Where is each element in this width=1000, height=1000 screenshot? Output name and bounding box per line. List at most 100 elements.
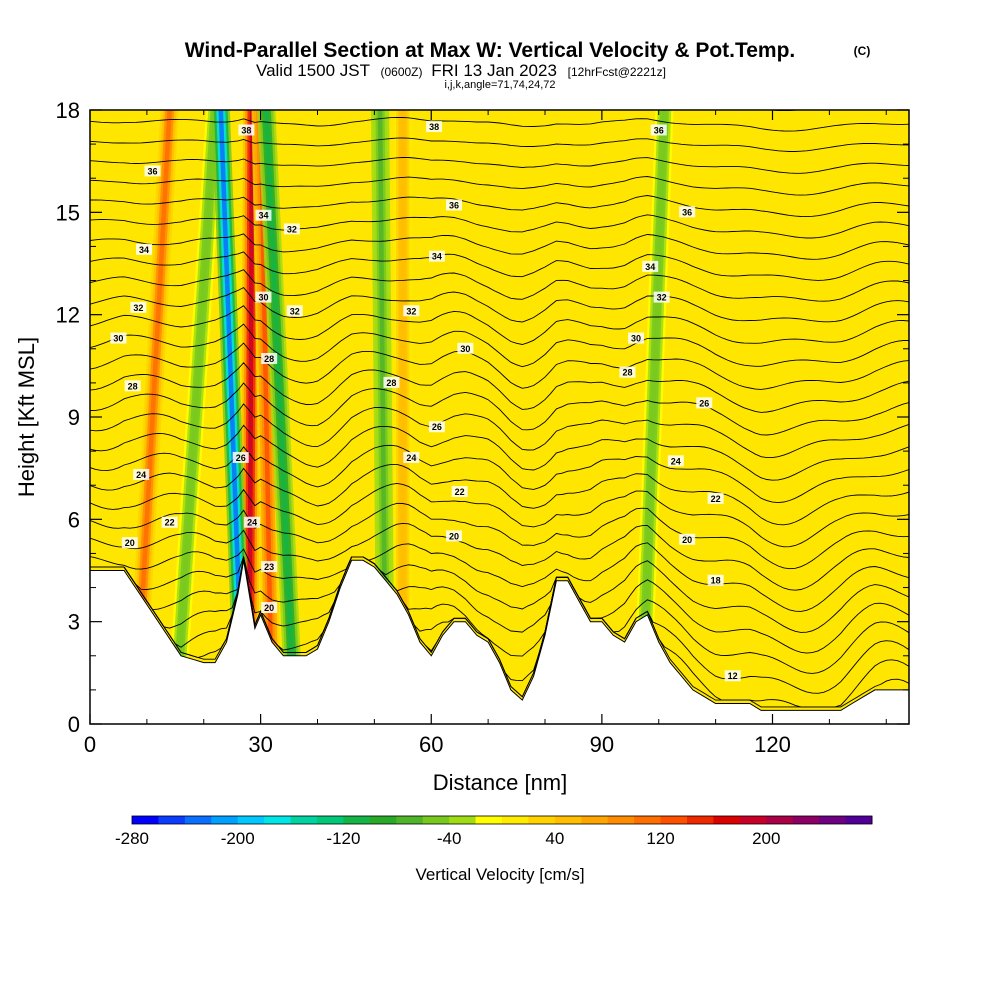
y-tick-label: 3 — [68, 610, 80, 635]
svg-text:32: 32 — [657, 293, 667, 303]
valid-utc: (0600Z) — [380, 65, 422, 79]
svg-text:24: 24 — [671, 456, 681, 466]
theta-contour-line — [90, 482, 909, 548]
theta-label: 38 — [238, 124, 255, 136]
colorbar-swatch — [317, 816, 344, 824]
colorbar-tick-label: 200 — [752, 829, 780, 848]
svg-text:20: 20 — [682, 535, 692, 545]
plot-area: 2024222830323436383432303228262423203836… — [56, 98, 910, 757]
velocity-band — [377, 110, 389, 724]
svg-text:18: 18 — [711, 576, 721, 586]
grid-indices: i,j,k,angle=71,74,24,72 — [444, 79, 555, 91]
svg-text:34: 34 — [258, 211, 268, 221]
valid-main: Valid 1500 JST — [256, 61, 370, 80]
svg-text:20: 20 — [449, 531, 459, 541]
svg-text:34: 34 — [645, 262, 655, 272]
svg-text:36: 36 — [148, 166, 158, 176]
theta-label: 22 — [707, 492, 724, 504]
y-tick-label: 15 — [56, 200, 80, 225]
theta-label: 36 — [679, 206, 696, 218]
colorbar-swatch — [264, 816, 292, 824]
svg-text:26: 26 — [236, 453, 246, 463]
theta-label: 12 — [724, 670, 741, 682]
y-tick-label: 0 — [68, 712, 80, 737]
colorbar-swatch — [211, 816, 239, 824]
contour-labels: 20 24 22 28 30 32 34 36 38 34 32 30 32 28 26 24 23 20 38 36… — [110, 121, 741, 682]
svg-text:26: 26 — [699, 398, 709, 408]
x-axis-label: Distance [nm] — [433, 770, 568, 795]
theta-label: 26 — [232, 451, 249, 463]
colorbar-label: Vertical Velocity [cm/s] — [415, 865, 584, 884]
svg-text:36: 36 — [449, 201, 459, 211]
theta-label: 34 — [642, 260, 659, 272]
svg-text:38: 38 — [241, 125, 251, 135]
terrain-profile — [90, 559, 909, 724]
velocity-band — [173, 110, 218, 724]
theta-label: 34 — [255, 209, 272, 221]
y-axis-label: Height [Kft MSL] — [14, 337, 39, 497]
theta-label: 34 — [136, 243, 153, 255]
theta-label: 30 — [110, 332, 127, 344]
theta-label: 22 — [161, 516, 178, 528]
theta-contour-line — [90, 424, 909, 481]
theta-contour-line — [90, 323, 909, 368]
theta-label: 30 — [255, 291, 272, 303]
svg-text:22: 22 — [711, 494, 721, 504]
theta-label: 28 — [261, 353, 278, 365]
svg-text:20: 20 — [125, 538, 135, 548]
theta-contour-line — [90, 233, 909, 260]
theta-label: 34 — [428, 250, 445, 262]
theta-label: 36 — [144, 165, 161, 177]
theta-label: 36 — [446, 199, 462, 211]
colorbar-swatch — [766, 816, 794, 824]
colorbar-swatch — [660, 816, 688, 824]
svg-text:30: 30 — [113, 334, 123, 344]
colorbar-swatch — [449, 816, 477, 824]
theta-contour-line — [90, 403, 909, 459]
theta-label: 24 — [133, 468, 150, 480]
theta-contour-line — [90, 195, 909, 218]
theta-label: 24 — [403, 451, 420, 463]
svg-text:20: 20 — [264, 603, 274, 613]
svg-text:26: 26 — [432, 422, 442, 432]
svg-text:34: 34 — [432, 252, 442, 262]
theta-contour-line — [90, 269, 909, 302]
theta-contour-line — [767, 110, 802, 112]
colorbar-swatch — [687, 816, 714, 824]
colorbar-tick-label: 40 — [545, 829, 564, 848]
y-tick-label: 9 — [68, 405, 80, 430]
theta-label: 32 — [653, 291, 670, 303]
y-tick-label: 12 — [56, 303, 80, 328]
y-tick-label: 18 — [56, 98, 80, 123]
colorbar-swatch — [845, 816, 873, 824]
theta-label: 30 — [457, 342, 474, 354]
svg-text:30: 30 — [631, 334, 641, 344]
theta-label: 18 — [707, 574, 724, 586]
colorbar: -280 -200 -120 -40 40 120 200 — [115, 815, 873, 848]
theta-contour-line — [90, 542, 909, 612]
terrain-mask — [90, 559, 909, 724]
theta-label: 32 — [130, 301, 147, 313]
theta-contours — [90, 110, 909, 708]
svg-text:28: 28 — [622, 368, 632, 378]
colorbar-frame — [131, 815, 873, 825]
theta-label: 20 — [121, 537, 138, 549]
theta-contour-line — [90, 157, 909, 174]
theta-contour-line — [90, 556, 909, 674]
svg-text:36: 36 — [654, 125, 664, 135]
velocity-band — [246, 110, 255, 724]
svg-text:22: 22 — [455, 487, 465, 497]
theta-contour-line — [90, 502, 909, 570]
x-tick-label: 90 — [590, 732, 614, 757]
svg-text:32: 32 — [287, 224, 297, 234]
x-tick-label: 0 — [84, 732, 96, 757]
svg-text:38: 38 — [429, 122, 439, 132]
colorbar-swatch — [343, 816, 371, 824]
colorbar-swatch — [581, 816, 609, 824]
theta-label: 32 — [286, 305, 303, 317]
theta-label: 20 — [446, 530, 462, 542]
velocity-band — [400, 110, 406, 724]
theta-contour-line — [90, 176, 909, 196]
